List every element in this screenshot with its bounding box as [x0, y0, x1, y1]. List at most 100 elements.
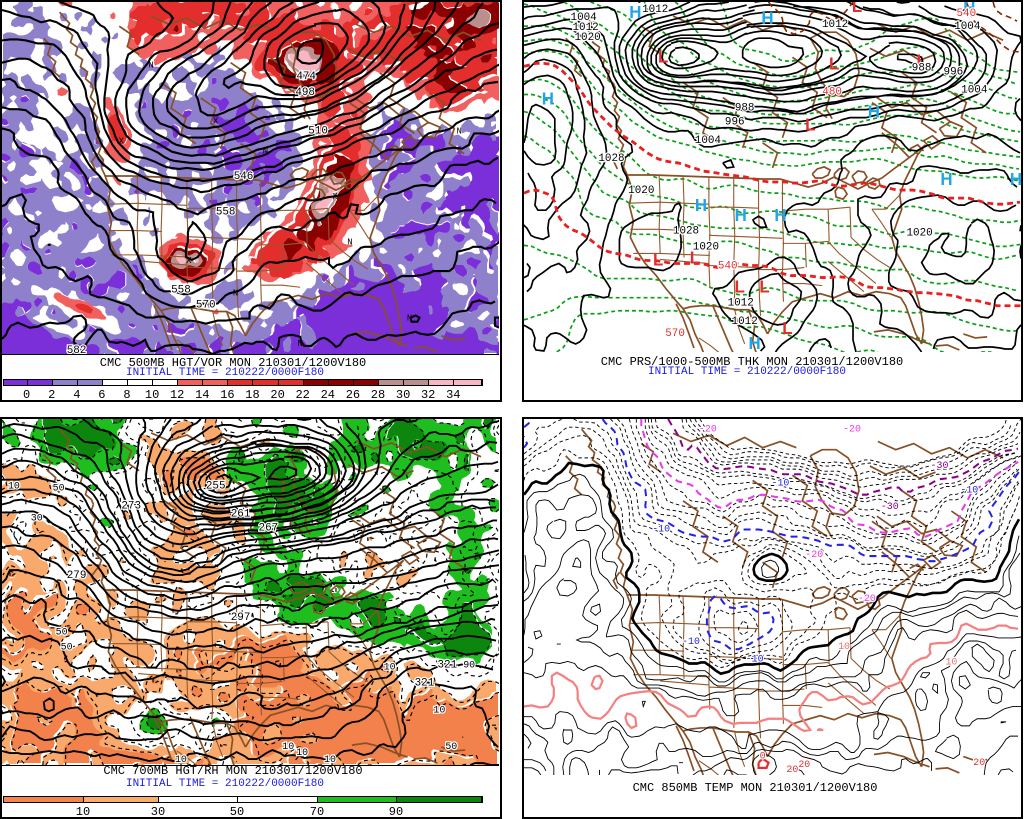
- svg-text:540: 540: [718, 260, 738, 272]
- svg-text:546: 546: [234, 171, 254, 183]
- svg-text:10: 10: [8, 481, 20, 492]
- svg-text:480: 480: [822, 86, 842, 98]
- svg-text:-20: -20: [843, 424, 861, 435]
- svg-text:N: N: [263, 146, 268, 157]
- svg-text:90: 90: [463, 660, 475, 671]
- svg-text:570: 570: [196, 299, 216, 311]
- svg-text:996: 996: [944, 66, 964, 78]
- svg-text:558: 558: [171, 284, 191, 296]
- svg-text:L: L: [653, 250, 663, 269]
- svg-text:10: 10: [282, 741, 294, 752]
- svg-text:50: 50: [56, 627, 68, 638]
- svg-text:-10: -10: [772, 478, 790, 489]
- svg-text:1012: 1012: [732, 316, 758, 328]
- svg-text:1004: 1004: [695, 135, 722, 147]
- svg-text:570: 570: [665, 328, 685, 340]
- svg-text:-20: -20: [858, 594, 876, 605]
- svg-text:-10: -10: [682, 637, 700, 648]
- svg-text:-10: -10: [652, 524, 670, 535]
- svg-text:H: H: [774, 206, 786, 225]
- svg-text:L: L: [805, 116, 815, 135]
- svg-text:X: X: [186, 255, 192, 266]
- svg-text:267: 267: [259, 522, 279, 534]
- svg-text:-20: -20: [805, 550, 823, 561]
- svg-text:255: 255: [206, 481, 226, 493]
- svg-text:10: 10: [324, 754, 336, 765]
- svg-text:1004: 1004: [961, 84, 988, 96]
- svg-text:988: 988: [735, 103, 755, 115]
- svg-text:1028: 1028: [673, 225, 699, 237]
- svg-text:-10: -10: [746, 654, 764, 665]
- svg-text:N: N: [457, 125, 462, 136]
- svg-text:X: X: [119, 136, 125, 147]
- svg-text:50: 50: [445, 741, 457, 752]
- svg-text:L: L: [782, 319, 792, 338]
- svg-text:H: H: [735, 206, 747, 225]
- svg-text:L: L: [759, 278, 769, 297]
- svg-text:20: 20: [786, 765, 798, 775]
- svg-text:279: 279: [67, 570, 87, 582]
- svg-text:-10: -10: [960, 486, 978, 497]
- svg-text:1004: 1004: [571, 12, 598, 24]
- svg-text:10: 10: [296, 747, 308, 758]
- svg-text:30: 30: [31, 512, 43, 523]
- svg-text:988: 988: [912, 62, 932, 74]
- svg-text:297: 297: [231, 612, 251, 624]
- svg-text:558: 558: [216, 206, 236, 218]
- svg-text:20: 20: [798, 760, 810, 771]
- svg-text:L: L: [852, 2, 862, 16]
- svg-text:1020: 1020: [907, 227, 933, 239]
- svg-text:N: N: [148, 60, 153, 71]
- svg-text:10: 10: [945, 657, 957, 668]
- svg-text:1012: 1012: [822, 19, 848, 31]
- svg-text:H: H: [542, 89, 554, 108]
- svg-text:X: X: [332, 191, 338, 202]
- svg-text:321: 321: [415, 677, 435, 689]
- svg-text:H: H: [940, 170, 952, 189]
- svg-text:L: L: [916, 51, 926, 70]
- svg-text:L: L: [735, 278, 745, 297]
- svg-text:261: 261: [231, 508, 251, 520]
- svg-text:582: 582: [67, 345, 87, 355]
- svg-text:-30: -30: [931, 461, 949, 472]
- svg-text:10: 10: [838, 642, 850, 653]
- svg-text:N: N: [347, 237, 352, 248]
- svg-text:540: 540: [956, 8, 976, 20]
- svg-text:1012: 1012: [573, 22, 599, 34]
- svg-text:1012: 1012: [642, 4, 668, 16]
- svg-text:510: 510: [308, 125, 328, 137]
- svg-text:474: 474: [296, 71, 316, 83]
- svg-text:273: 273: [121, 500, 141, 512]
- svg-text:N: N: [233, 287, 238, 298]
- svg-text:H: H: [761, 9, 773, 28]
- svg-text:H: H: [1010, 170, 1021, 189]
- svg-text:L: L: [690, 248, 700, 267]
- svg-text:10: 10: [384, 662, 396, 673]
- svg-text:50: 50: [61, 642, 73, 653]
- svg-text:N: N: [298, 338, 303, 349]
- svg-text:1004: 1004: [954, 21, 981, 33]
- svg-text:H: H: [749, 334, 761, 352]
- svg-text:1020: 1020: [628, 185, 654, 197]
- svg-text:996: 996: [725, 117, 745, 129]
- svg-text:N: N: [407, 313, 412, 324]
- svg-text:321: 321: [437, 660, 457, 672]
- svg-text:L: L: [658, 47, 668, 66]
- svg-text:H: H: [629, 3, 641, 22]
- svg-text:50: 50: [53, 483, 65, 494]
- svg-text:L: L: [829, 54, 839, 73]
- svg-text:10: 10: [433, 704, 445, 715]
- svg-text:H: H: [963, 2, 975, 18]
- svg-text:X: X: [213, 115, 219, 126]
- svg-text:20: 20: [973, 758, 985, 769]
- svg-text:498: 498: [295, 87, 315, 99]
- svg-text:H: H: [868, 103, 880, 122]
- svg-text:H: H: [695, 196, 707, 215]
- svg-text:-30: -30: [881, 502, 899, 513]
- svg-text:10: 10: [175, 754, 187, 765]
- svg-text:1020: 1020: [693, 241, 719, 253]
- svg-text:1028: 1028: [598, 153, 624, 165]
- svg-text:1020: 1020: [575, 32, 601, 44]
- svg-text:-20: -20: [699, 424, 717, 435]
- svg-text:0: 0: [760, 752, 766, 763]
